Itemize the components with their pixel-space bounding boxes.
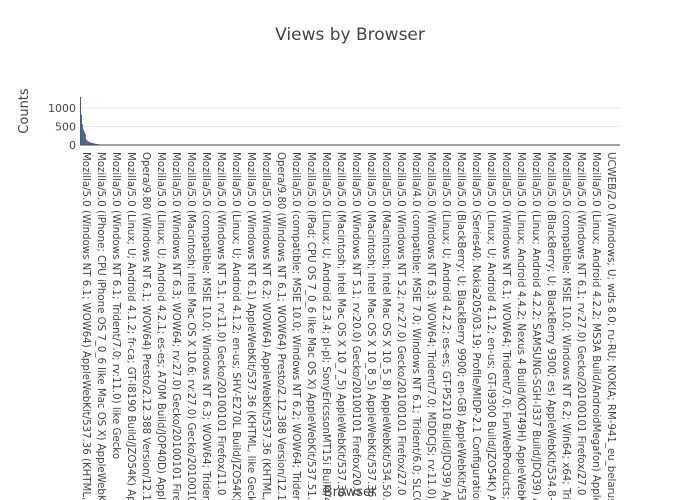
x-tick-label: Mozilla/5.0 (Series40; Nokia205/03.19; P…: [470, 152, 481, 500]
x-tick-label: Mozilla/5.0 (BlackBerry; U; BlackBerry 9…: [545, 152, 556, 500]
bar: [83, 131, 85, 145]
x-tick-label: Mozilla/5.0 (Windows NT 6.2; WOW64) Appl…: [260, 152, 271, 500]
bar: [80, 97, 81, 145]
bar: [97, 144, 99, 145]
x-tick-label: Mozilla/5.0 (Windows NT 6.1; rv:27.0) Ge…: [575, 152, 586, 496]
x-tick-label: Mozilla/5.0 (Macintosh; Intel Mac OS X 1…: [185, 152, 196, 500]
x-tick-label: Opera/9.80 (Windows NT 6.1; WOW64) Prest…: [275, 152, 286, 500]
bar: [91, 142, 93, 145]
x-tick-label: Opera/9.80 (Windows NT 6.1; WOW64) Prest…: [140, 152, 151, 500]
chart-title: Views by Browser: [275, 25, 425, 45]
x-tick-label: Mozilla/5.0 (Windows NT 6.3; WOW64; Trid…: [425, 152, 436, 500]
x-tick-label: Mozilla/5.0 (Linux; U; Android 2.3.4; pl…: [320, 152, 331, 500]
bar: [98, 144, 100, 145]
x-tick-label: Mozilla/5.0 (compatible; MSIE 10.0; Wind…: [560, 152, 571, 500]
x-tick-label: Mozilla/5.0 (Linux; U; Android 4.2.2; es…: [440, 152, 451, 500]
x-tick-label: Mozilla/5.0 (Windows NT 6.1; WOW64) Appl…: [80, 152, 91, 500]
x-tick-label: Mozilla/5.0 (Macintosh; Intel Mac OS X 1…: [380, 152, 391, 500]
x-axis-ticks: Mozilla/5.0 (Windows NT 6.1; WOW64) Appl…: [80, 152, 616, 500]
bar: [90, 142, 92, 145]
y-axis-title: Counts: [17, 88, 32, 134]
x-tick-label: Mozilla/5.0 (BlackBerry; U; BlackBerry 9…: [455, 152, 466, 500]
x-tick-label: Mozilla/5.0 (Macintosh; Intel Mac OS X 1…: [365, 152, 376, 500]
bar: [86, 140, 88, 145]
bar: [95, 143, 97, 145]
y-axis-ticks: 0 500 1000: [48, 102, 76, 152]
x-tick-label: Mozilla/5.0 (Linux; Android 4.4.2; Nexus…: [515, 152, 526, 500]
bar: [92, 143, 94, 145]
x-tick-label: Mozilla/5.0 (compatible; MSIE 10.0; Wind…: [200, 152, 211, 500]
bar: [87, 141, 89, 145]
bar: [84, 133, 86, 145]
x-axis-title: Browser: [324, 485, 377, 500]
x-tick-label: Mozilla/4.0 (compatible; MSIE 7.0; Windo…: [410, 152, 421, 500]
y-tick-label: 0: [69, 139, 76, 152]
bar: [81, 124, 83, 145]
bar: [85, 139, 87, 145]
y-tick-label: 1000: [48, 102, 76, 115]
x-tick-label: Mozilla/5.0 (Windows NT 5.1; rv:11.0) Ge…: [215, 152, 226, 496]
x-tick-label: Mozilla/5.0 (iPad; CPU OS 7_0_6 like Mac…: [305, 152, 316, 500]
x-tick-label: Mozilla/5.0 (Windows NT 5.2; rv:27.0) Ge…: [395, 152, 406, 496]
x-tick-label: Mozilla/5.0 (Linux; U; Android 4.1.2; fr…: [125, 152, 136, 500]
bar: [93, 143, 95, 145]
x-tick-label: Mozilla/5.0 (Windows NT 5.1; rv:20.0) Ge…: [350, 152, 361, 496]
x-tick-label: Mozilla/5.0 (Windows NT 6.3; WOW64; rv:2…: [170, 152, 181, 500]
x-tick-label: Mozilla/5.0 (Windows NT 6.1; WOW64; Trid…: [500, 152, 511, 500]
x-tick-label: Mozilla/5.0 (iPhone; CPU iPhone OS 7_0_6…: [95, 152, 106, 500]
x-tick-label: Mozilla/5.0 (Linux; U; Android 4.1.2; en…: [230, 152, 241, 500]
x-tick-label: Mozilla/5.0 (Macintosh; Intel Mac OS X 1…: [335, 152, 346, 500]
bar: [96, 144, 98, 145]
x-tick-label: Mozilla/5.0 (Linux; U; Android 4.2.1; es…: [155, 152, 166, 500]
y-tick-label: 500: [55, 121, 76, 134]
bars: [80, 97, 620, 146]
bar: [88, 141, 90, 145]
bar: [94, 143, 96, 145]
x-tick-label: Mozilla/5.0 (Linux; Android 4.2.2; MS3A …: [590, 152, 601, 500]
x-tick-label: Mozilla/5.0 (Linux; U; Android 4.1.2; en…: [485, 152, 496, 500]
bar: [89, 142, 91, 145]
bar: [80, 114, 82, 145]
x-tick-label: Mozilla/5.0 (Windows NT 6.1; Trident/7.0…: [110, 152, 121, 459]
x-tick-label: UCWEB/2.0 (Windows; U; wds 8.0; ru-RU; N…: [605, 152, 616, 500]
x-tick-label: Mozilla/5.0 (Windows NT 6.1) AppleWebKit…: [245, 152, 256, 500]
x-tick-label: Mozilla/5.0 (Linux; Android 4.2.2; SAMSU…: [530, 152, 541, 500]
x-tick-label: Mozilla/5.0 (compatible; MSIE 10.0; Wind…: [290, 152, 301, 500]
bar: [82, 129, 84, 145]
bar: [99, 144, 101, 145]
